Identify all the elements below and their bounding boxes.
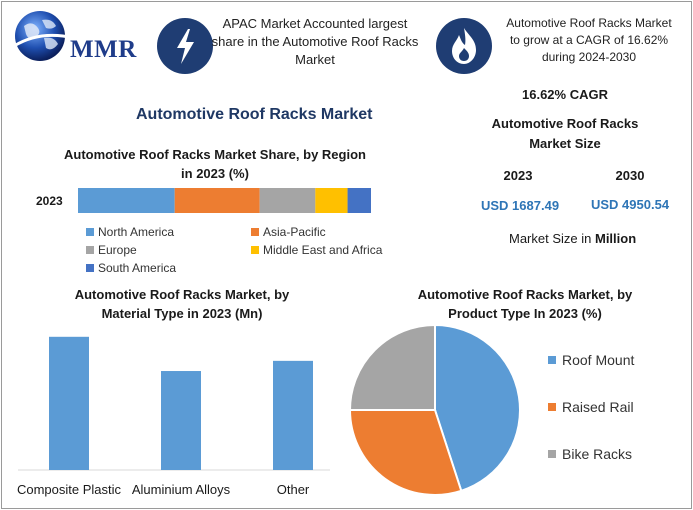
legend-label: Raised Rail [562, 399, 634, 415]
pie-slice-raised-rail [348, 409, 463, 496]
region-chart-title: Automotive Roof Racks Market Share, by R… [64, 147, 366, 181]
lightning-icon [157, 18, 213, 74]
legend-swatch [548, 356, 556, 364]
page-title: Automotive Roof Racks Market [136, 106, 373, 123]
region-legend-europe: Europe [86, 243, 137, 257]
apac-statement: APAC Market Accounted largest share in t… [211, 16, 419, 67]
material-chart-title: Automotive Roof Racks Market, by Materia… [74, 287, 290, 321]
globe-icon [13, 11, 75, 61]
material-label-composite-plastic: Composite Plastic [17, 482, 122, 497]
mmr-logo: MMR [12, 8, 142, 64]
pie-slice-bike-racks [348, 323, 436, 411]
legend-swatch [251, 246, 259, 254]
material-bar-composite-plastic [49, 336, 89, 470]
legend-label: North America [98, 225, 175, 239]
legend-swatch [548, 450, 556, 458]
brand-name: MMR [70, 36, 137, 63]
cagr-statement: Automotive Roof Racks Market to grow at … [506, 16, 672, 64]
unit-note: Market Size in Million [509, 231, 636, 246]
value-2023: USD 1687.49 [481, 198, 560, 213]
flame-icon [436, 18, 492, 74]
year-2023: 2023 [503, 168, 533, 183]
region-bar-asia-pacific [174, 188, 260, 213]
product-legend-roof-mount: Roof Mount [548, 352, 634, 368]
pie-slice-roof-mount [434, 323, 521, 493]
market-size-title: Automotive Roof Racks Market Size [491, 116, 639, 151]
material-label-other: Other [277, 482, 310, 497]
product-legend-bike-racks: Bike Racks [548, 446, 632, 462]
region-legend-south-america: South America [86, 261, 176, 275]
product-legend-raised-rail: Raised Rail [548, 399, 634, 415]
region-legend-middle-east-and-africa: Middle East and Africa [251, 243, 382, 257]
material-bar-aluminium-alloys [161, 371, 201, 470]
region-chart: 2023 [36, 188, 371, 213]
region-bar-middle-east-and-africa [315, 188, 348, 213]
material-chart: Composite Plastic Aluminium Alloys Other [17, 336, 330, 497]
legend-swatch [86, 228, 94, 236]
legend-label: Roof Mount [562, 352, 635, 368]
legend-swatch [86, 246, 94, 254]
unit-bold: Million [594, 231, 637, 246]
product-chart-title: Automotive Roof Racks Market, by Product… [417, 287, 633, 321]
material-bar-other [273, 360, 313, 470]
legend-swatch [548, 403, 556, 411]
legend-label: Bike Racks [562, 446, 633, 462]
region-category-label: 2023 [36, 194, 63, 208]
region-bar-south-america [347, 188, 371, 213]
legend-label: Middle East and Africa [263, 243, 383, 257]
product-chart [348, 323, 521, 496]
region-bar-europe [259, 188, 316, 213]
legend-label: Asia-Pacific [263, 225, 326, 239]
region-legend-north-america: North America [86, 225, 174, 239]
legend-label: South America [98, 261, 177, 275]
legend-label: Europe [98, 243, 137, 257]
legend-swatch [251, 228, 259, 236]
material-label-aluminium-alloys: Aluminium Alloys [132, 482, 231, 497]
region-bar-north-america [78, 188, 175, 213]
region-legend-asia-pacific: Asia-Pacific [251, 225, 326, 239]
value-2030: USD 4950.54 [591, 197, 670, 212]
cagr-value: 16.62% CAGR [522, 87, 608, 102]
year-2030: 2030 [615, 168, 645, 183]
unit-prefix: Market Size in [509, 231, 595, 246]
legend-swatch [86, 264, 94, 272]
